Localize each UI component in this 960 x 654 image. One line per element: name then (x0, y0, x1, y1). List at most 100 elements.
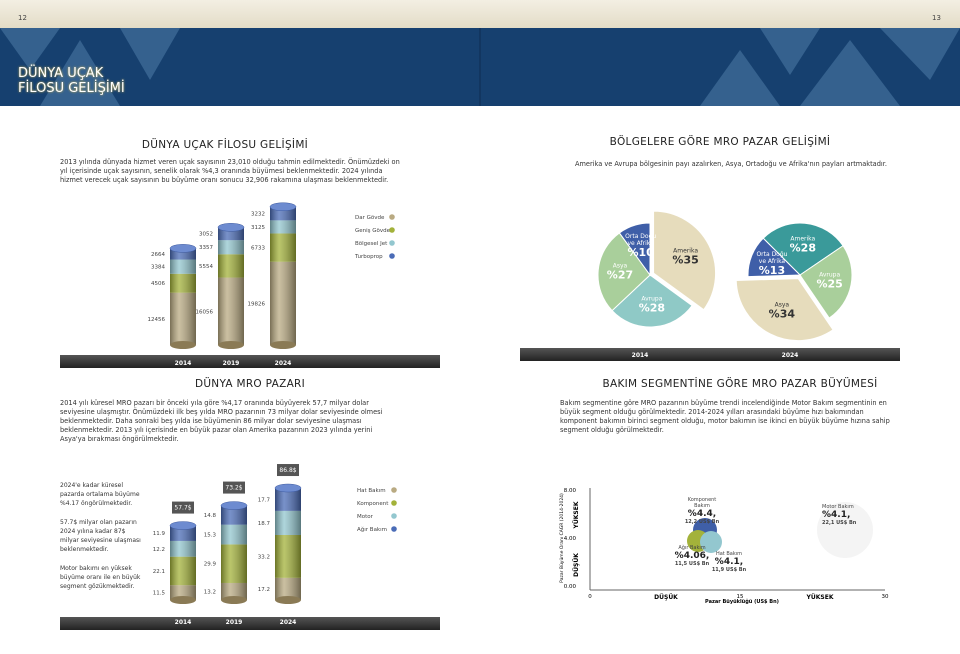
value-label: 12.2 (153, 547, 165, 553)
x-high: YÜKSEK (806, 594, 834, 601)
heading: BAKIM SEGMENTİNE GÖRE MRO PAZAR BÜYÜMESİ (602, 378, 878, 390)
cylinder-shade (275, 488, 301, 511)
cylinder-shade (170, 556, 196, 586)
pie-slice (799, 245, 853, 319)
legend-label: Dar Gövde (355, 215, 385, 221)
pie-value: %27 (606, 268, 634, 282)
legend-dot (389, 227, 395, 233)
x-tick: 0 (588, 594, 592, 600)
value-label: 11.9 (153, 531, 166, 537)
pie-name: Asya (774, 301, 790, 309)
legend-dot (389, 214, 395, 220)
value-label: 14.8 (204, 513, 217, 519)
bubble-rate: %4.4, (687, 509, 717, 519)
year-label: 2024 (782, 352, 799, 359)
cylinder-top (217, 223, 245, 232)
page-number: 13 (932, 14, 941, 22)
value-label: 17.2 (258, 587, 270, 593)
bubble-size: 22,1 US$ Bn (822, 520, 857, 526)
paragraph: 2014 yılı küresel MRO pazarı bir önceki … (60, 399, 383, 443)
year-bar (60, 617, 440, 630)
value-label: 3125 (251, 225, 265, 231)
cylinder-shade (270, 261, 296, 345)
legend-dot (391, 500, 397, 506)
bubble (817, 502, 873, 558)
cylinder-shade (221, 544, 247, 583)
cylinder-base (170, 341, 196, 349)
cylinder-top (269, 202, 297, 212)
cylinder-base (170, 596, 196, 604)
legend-label: Hat Bakım (357, 488, 386, 494)
pie-slice (597, 232, 651, 312)
cylinder-top (169, 521, 197, 530)
title-line: FİLOSU GELİŞİMİ (18, 81, 125, 96)
y-tick: 4.00 (564, 536, 577, 542)
pie-value: %34 (768, 307, 796, 321)
pie-name: Amerika (673, 247, 698, 255)
heading: DÜNYA MRO PAZARI (194, 378, 306, 390)
pie-label: Asya %27 (603, 263, 637, 282)
x-tick: 30 (882, 594, 889, 600)
total-label: 57.7$ (174, 505, 191, 512)
page-number: 12 (18, 14, 27, 22)
heading: DÜNYA UÇAK FİLOSU GELİŞİMİ (141, 139, 309, 151)
top-band (0, 0, 960, 28)
value-label: 17.7 (258, 497, 271, 503)
pie-slice (735, 278, 834, 342)
value-label: 3052 (199, 232, 213, 238)
y-low: DÜŞÜK (573, 553, 580, 577)
value-label: 3384 (151, 265, 165, 271)
year-label: 2024 (275, 360, 292, 367)
bubble-rate: %4.1, (714, 557, 744, 567)
bubble-size: 11,9 US$ Bn (711, 567, 747, 573)
header-title: DÜNYA UÇAK FİLOSU GELİŞİMİ (18, 66, 125, 96)
pie-value: %28 (638, 301, 666, 315)
value-label: 19826 (248, 301, 266, 307)
bubble-name: Ağır Bakım (678, 545, 706, 551)
cylinder-base (218, 341, 244, 349)
value-label: 22.1 (153, 569, 165, 575)
pie-name: Avrupa (819, 271, 841, 279)
bubble-name: Hat Bakım (715, 551, 743, 557)
total-label: 86.8$ (279, 467, 296, 474)
cylinder-shade (170, 248, 196, 260)
legend-label: Motor (357, 514, 374, 520)
year-label: 2019 (223, 360, 240, 367)
value-label: 3357 (199, 245, 213, 251)
y-tick: 0.00 (564, 584, 577, 590)
cylinder-shade (221, 524, 247, 545)
pie-name: Asya (612, 262, 628, 270)
pie-value: %28 (789, 241, 816, 255)
value-label: 12456 (148, 317, 166, 323)
header-pattern (0, 28, 960, 106)
value-label: 15.3 (204, 533, 217, 539)
bubble-rate: %4.1, (822, 510, 851, 520)
x-title: Pazar Büyüklüğü (US$ Bn) (705, 599, 779, 605)
cylinder-shade (170, 525, 196, 541)
cylinder-shade (218, 254, 244, 278)
value-label: 16056 (196, 309, 214, 315)
note: Motor bakımı en yüksek büyüme oranı ile … (60, 565, 141, 590)
pie-slice (611, 274, 693, 328)
cylinder-shade (221, 505, 247, 525)
pie-value: %10 (627, 246, 654, 260)
cylinder-shade (170, 259, 196, 274)
total-label: 73.2$ (225, 485, 242, 492)
legend-dot (391, 513, 397, 519)
total-box (223, 481, 245, 494)
pie-slice (762, 222, 844, 276)
value-label: 2664 (151, 252, 165, 258)
year-label: 2014 (175, 360, 192, 367)
year-label: 2014 (632, 352, 649, 359)
x-low: DÜŞÜK (654, 594, 678, 601)
y-title: Pazar Büyüme Oranı CAGR (2014-2024) (559, 493, 565, 583)
pie-value: %35 (672, 253, 699, 267)
year-label: 2024 (280, 619, 297, 626)
bubble-label: Motor Bakım %4.1, 22,1 US$ Bn (822, 504, 866, 526)
bubble-label: Hat Bakım %4.1, 11,9 US$ Bn (707, 551, 751, 573)
pie-name: Orta Doğu ve Afrika (756, 250, 788, 265)
value-label: 3232 (251, 212, 265, 218)
year-label: 2019 (226, 619, 243, 626)
value-label: 29.9 (204, 562, 217, 568)
